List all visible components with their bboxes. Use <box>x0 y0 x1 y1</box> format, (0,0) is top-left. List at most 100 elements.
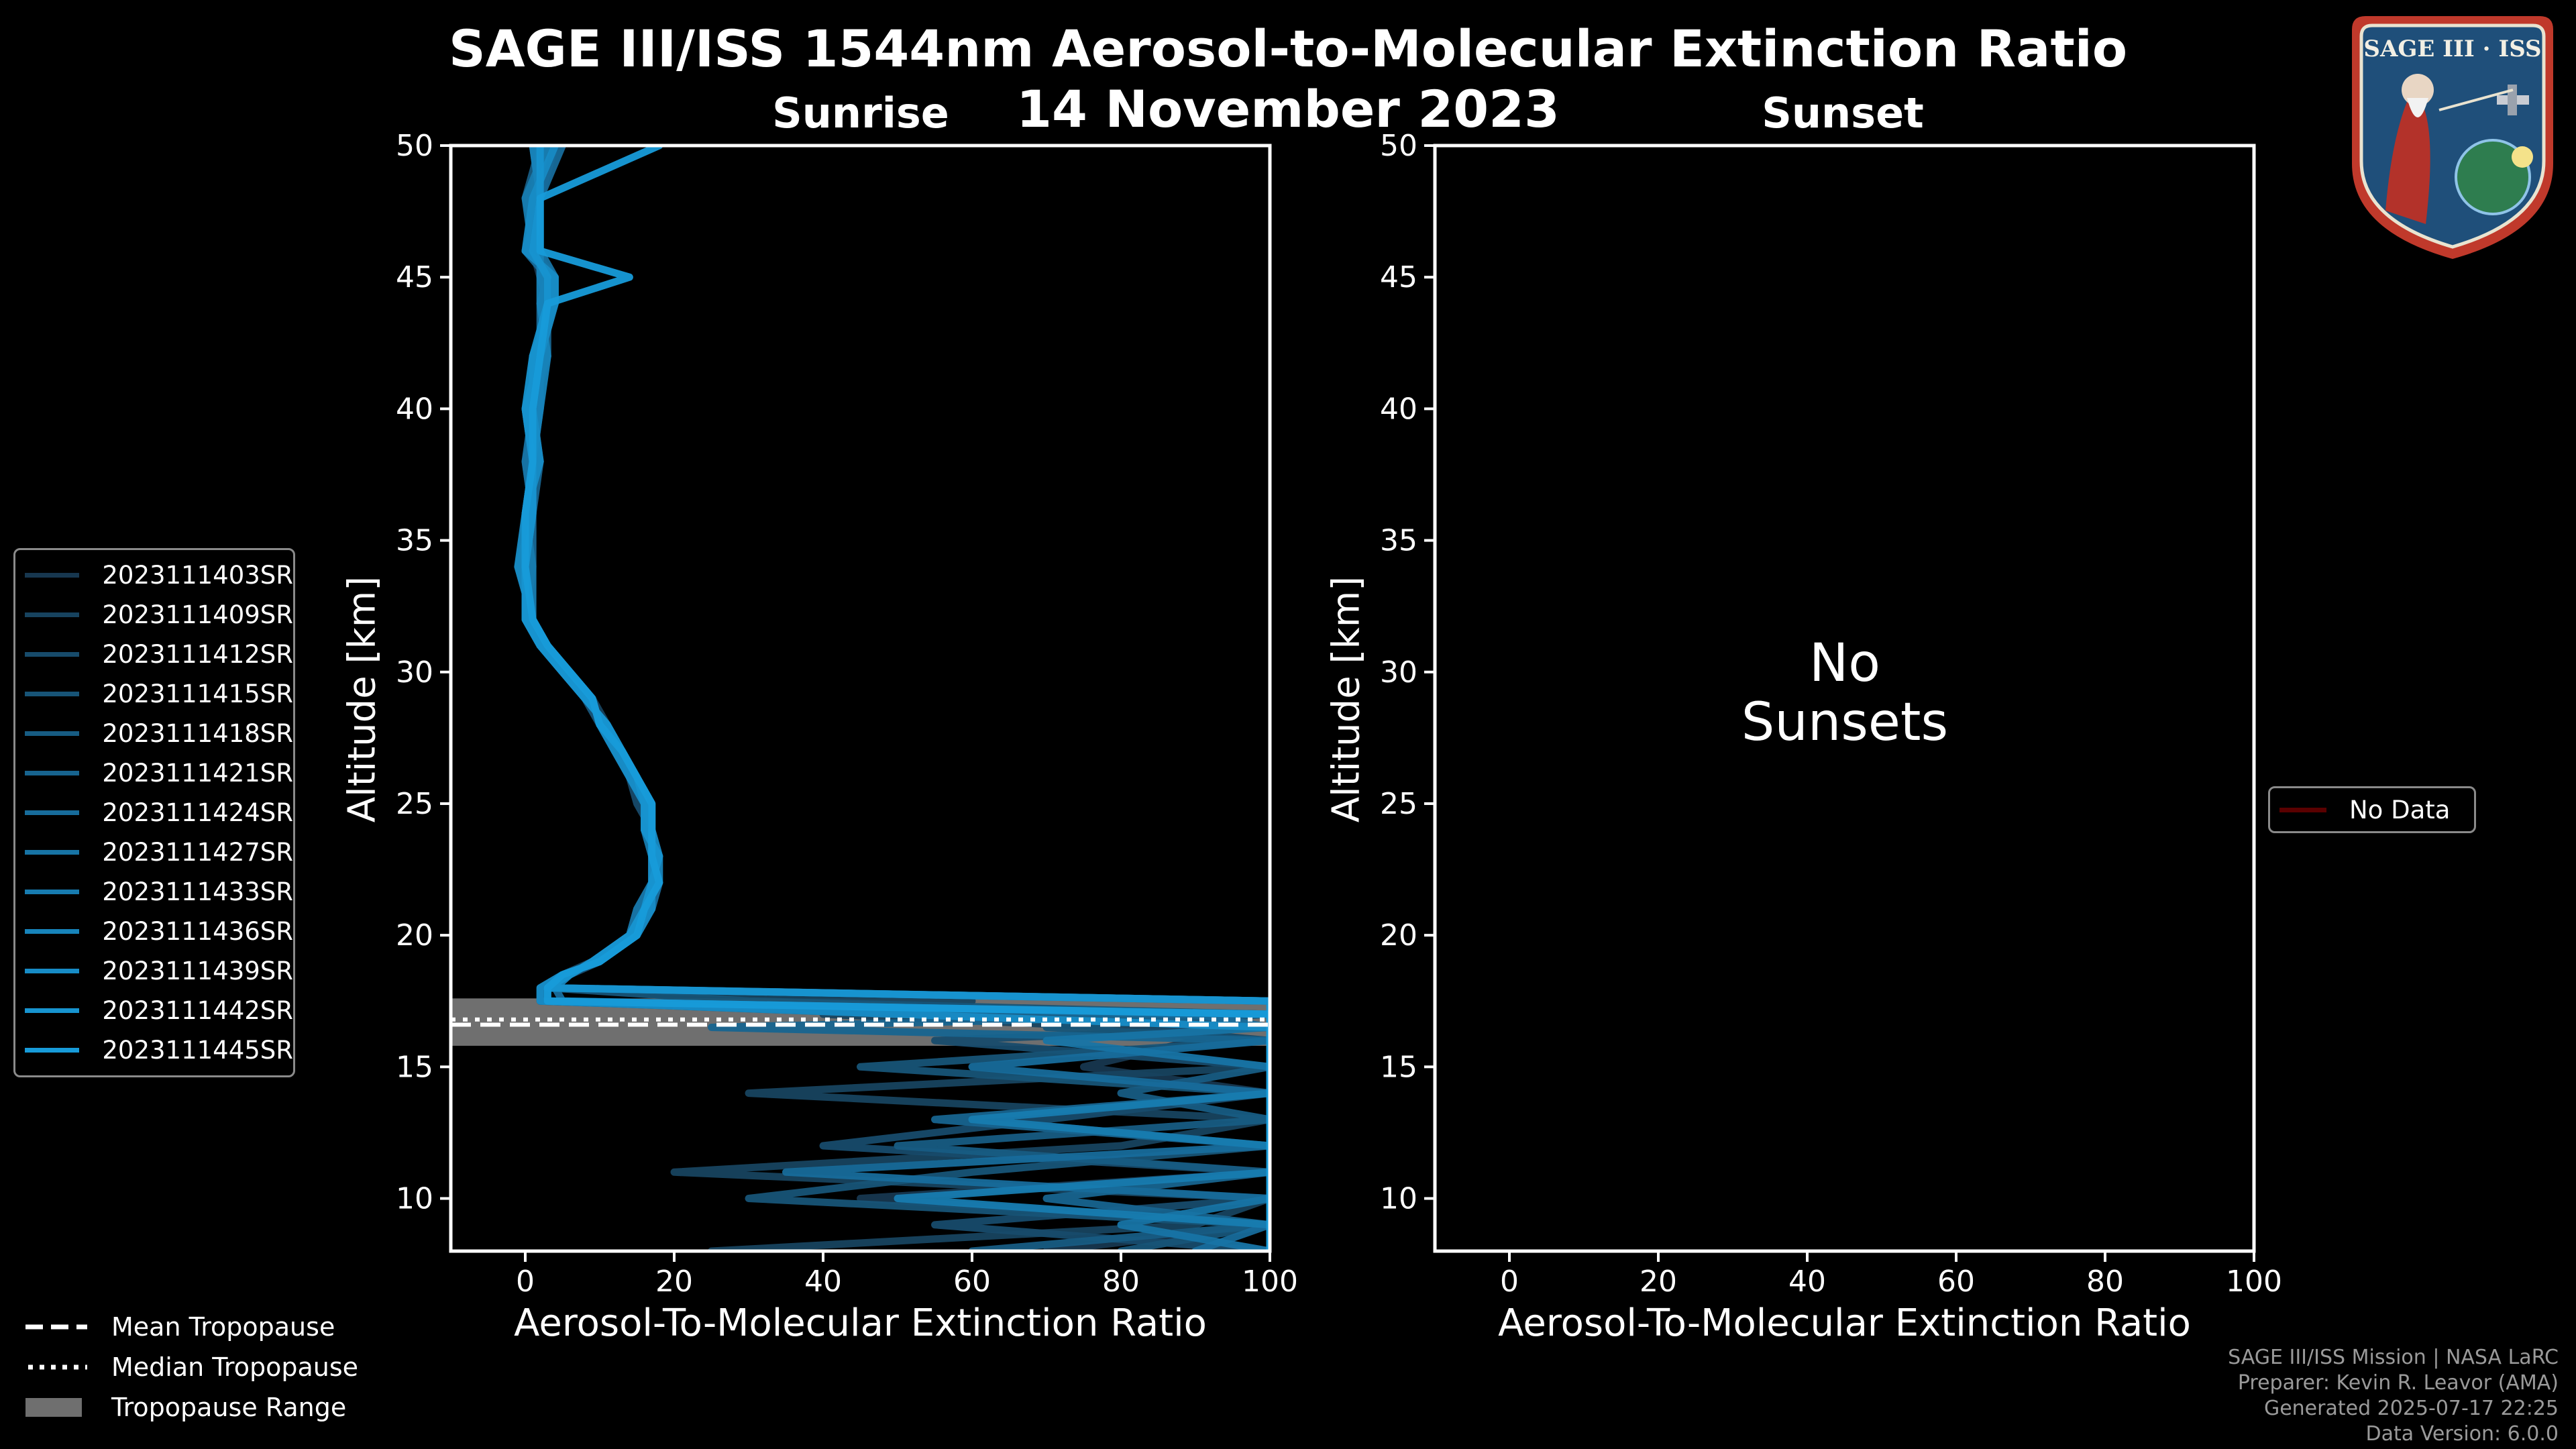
y-tick-label: 20 <box>396 918 433 953</box>
sunset-panel-title: Sunset <box>1762 89 1924 138</box>
no-sunsets-message: No Sunsets <box>1677 634 2012 752</box>
legend-label: 2023111439SR <box>102 957 293 985</box>
sunset-legend: No Data <box>2268 786 2476 833</box>
legend-entry-2023111427SR: 2023111427SR <box>15 833 293 872</box>
y-tick-label: 45 <box>396 260 433 294</box>
legend-label: 2023111415SR <box>102 680 293 708</box>
y-tick-label: 35 <box>1380 524 1417 558</box>
legend-entry-2023111418SR: 2023111418SR <box>15 714 293 753</box>
y-tick-label: 45 <box>1380 260 1417 294</box>
tropopause-range-label: Tropopause Range <box>111 1393 347 1422</box>
legend-entry-no-data: No Data <box>2270 788 2474 831</box>
axes-frame <box>1433 144 2256 1253</box>
y-tick-label: 10 <box>396 1182 433 1216</box>
x-tick-label: 40 <box>1788 1265 1826 1299</box>
legend-label: 2023111436SR <box>102 917 293 946</box>
y-tick-label: 15 <box>1380 1050 1417 1084</box>
legend-label: 2023111403SR <box>102 561 293 590</box>
legend-label: 2023111445SR <box>102 1036 293 1065</box>
legend-entry-2023111415SR: 2023111415SR <box>15 674 293 714</box>
footer-version: Data Version: 6.0.0 <box>2365 1422 2559 1446</box>
sunrise-y-axis-label: Altitude [km] <box>340 576 384 823</box>
x-tick-label: 40 <box>804 1265 842 1299</box>
x-tick-label: 80 <box>2086 1265 2124 1299</box>
profile-line-2023111445SR <box>521 146 1270 1251</box>
legend-entry-mean-tropopause: Mean Tropopause <box>13 1307 389 1347</box>
legend-swatch <box>25 810 80 815</box>
legend-swatch <box>25 890 80 894</box>
chart-title: SAGE III/ISS 1544nm Aerosol-to-Molecular… <box>448 19 2128 78</box>
legend-entry-2023111433SR: 2023111433SR <box>15 872 293 912</box>
legend-swatch <box>25 573 80 578</box>
tropopause-range-swatch <box>25 1398 82 1417</box>
legend-swatch-no-data <box>2279 807 2326 812</box>
legend-entry-2023111403SR: 2023111403SR <box>15 555 293 595</box>
y-tick-label: 20 <box>1380 918 1417 953</box>
sunrise-panel-title: Sunrise <box>772 89 949 138</box>
legend-swatch <box>25 612 80 617</box>
y-tick-label: 10 <box>1380 1182 1417 1216</box>
y-tick-label: 25 <box>396 787 433 821</box>
footer-credits: SAGE III/ISS Mission | NASA LaRC Prepare… <box>2228 1345 2559 1447</box>
sunrise-events-legend: 2023111403SR 2023111409SR 2023111412SR 2023… <box>13 548 295 1077</box>
sunset-x-axis-label: Aerosol-To-Molecular Extinction Ratio <box>1498 1301 2191 1345</box>
y-tick-label: 50 <box>1380 129 1417 163</box>
legend-entry-2023111445SR: 2023111445SR <box>15 1030 293 1070</box>
y-tick-label: 35 <box>396 524 433 558</box>
x-tick-label: 20 <box>655 1265 693 1299</box>
legend-swatch <box>25 692 80 696</box>
x-tick-label: 20 <box>1640 1265 1677 1299</box>
legend-entry-2023111421SR: 2023111421SR <box>15 753 293 793</box>
legend-entry-median-tropopause: Median Tropopause <box>13 1347 389 1387</box>
tropopause-legend: Mean Tropopause Median Tropopause Tropop… <box>13 1307 389 1428</box>
legend-entry-2023111412SR: 2023111412SR <box>15 635 293 674</box>
legend-swatch <box>25 652 80 657</box>
x-tick-label: 0 <box>516 1265 535 1299</box>
footer-generated: Generated 2025-07-17 22:25 <box>2263 1397 2559 1420</box>
footer-mission: SAGE III/ISS Mission | NASA LaRC <box>2228 1346 2559 1369</box>
axes-frame <box>449 144 1272 1253</box>
legend-label: 2023111424SR <box>102 798 293 827</box>
no-sunsets-line1: No <box>1809 633 1881 694</box>
median-tropopause-swatch <box>28 1364 87 1370</box>
legend-swatch <box>25 969 80 973</box>
legend-swatch <box>25 771 80 775</box>
x-tick-label: 80 <box>1102 1265 1140 1299</box>
legend-entry-2023111439SR: 2023111439SR <box>15 951 293 991</box>
legend-label: 2023111433SR <box>102 877 293 906</box>
y-tick-label: 30 <box>396 655 433 690</box>
logo-text: SAGE III · ISS <box>2363 36 2541 62</box>
legend-swatch <box>25 929 80 934</box>
sunset-y-axis-label: Altitude [km] <box>1324 576 1368 823</box>
legend-entry-2023111436SR: 2023111436SR <box>15 912 293 951</box>
legend-label: 2023111442SR <box>102 996 293 1025</box>
no-sunsets-line2: Sunsets <box>1741 692 1949 753</box>
x-tick-label: 60 <box>1937 1265 1975 1299</box>
median-tropopause-label: Median Tropopause <box>111 1352 358 1382</box>
legend-label: 2023111412SR <box>102 640 293 669</box>
legend-swatch <box>25 1048 80 1053</box>
chart-date: 14 November 2023 <box>1016 79 1560 139</box>
y-tick-label: 40 <box>1380 392 1417 426</box>
legend-label: 2023111409SR <box>102 600 293 629</box>
y-tick-label: 50 <box>396 129 433 163</box>
sunrise-x-axis-label: Aerosol-To-Molecular Extinction Ratio <box>514 1301 1207 1345</box>
legend-entry-tropopause-range: Tropopause Range <box>13 1387 389 1428</box>
footer-preparer: Preparer: Kevin R. Leavor (AMA) <box>2237 1371 2559 1395</box>
x-tick-label: 60 <box>953 1265 991 1299</box>
x-tick-label: 0 <box>1500 1265 1519 1299</box>
y-tick-label: 25 <box>1380 787 1417 821</box>
sage-mission-logo: SAGE III · ISS <box>2339 9 2567 264</box>
x-tick-label: 100 <box>2226 1265 2282 1299</box>
legend-swatch <box>25 731 80 736</box>
legend-swatch <box>25 850 80 855</box>
x-tick-label: 100 <box>1242 1265 1298 1299</box>
y-tick-label: 30 <box>1380 655 1417 690</box>
y-tick-label: 40 <box>396 392 433 426</box>
legend-label: 2023111421SR <box>102 759 293 788</box>
legend-label: 2023111418SR <box>102 719 293 748</box>
mean-tropopause-label: Mean Tropopause <box>111 1312 335 1342</box>
legend-entry-2023111424SR: 2023111424SR <box>15 793 293 833</box>
